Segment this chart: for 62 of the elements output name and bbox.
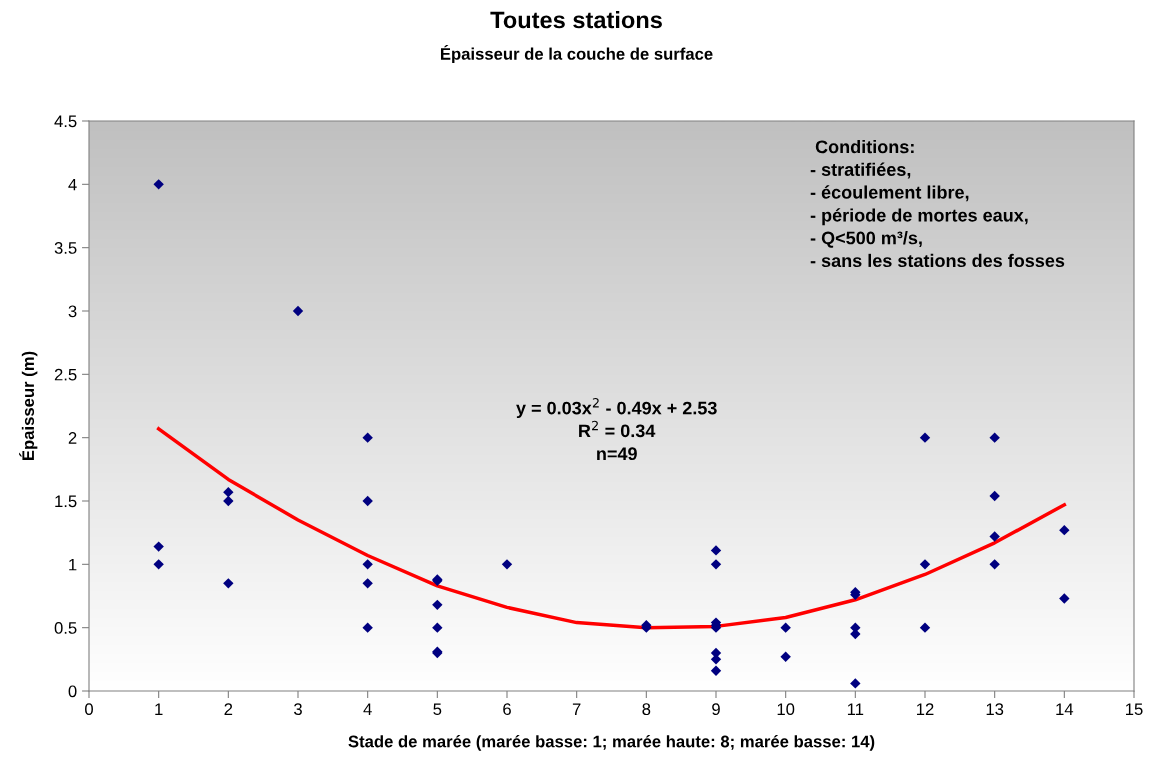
point <box>919 559 931 570</box>
point <box>153 559 164 570</box>
x-tick-label: 8 <box>642 703 651 716</box>
point <box>710 545 722 556</box>
point <box>780 651 791 662</box>
x-tick-label: 2 <box>224 703 233 715</box>
x-tick-label: 6 <box>503 703 511 716</box>
point <box>989 490 1000 502</box>
x-axis-title: Stade de marée (marée basse: 1; marée haute: 8; marée basse: 14) <box>348 735 875 751</box>
annotation: Conditions: - stratifiées, - écoulement libre, - période de mortes eaux, - Q<500 m³/s, - sans les stations des fosses <box>810 140 1065 268</box>
y-tick-label: 4 <box>68 178 77 191</box>
point <box>223 578 234 589</box>
x-tick-label: 10 <box>777 703 795 716</box>
x-tick-label: 7 <box>572 703 581 715</box>
annotation: y = 0.03x$^{2}$ - 0.49x + 2.53 R$^{2}$ = 0.34 n=49 <box>516 398 717 461</box>
x-tick-label: 12 <box>917 703 934 715</box>
y-tick-label: 2.5 <box>54 368 77 381</box>
chart-title: Toutes stations <box>490 11 662 29</box>
point <box>919 432 931 443</box>
x-tick-label: 13 <box>986 703 1004 716</box>
point <box>989 559 1000 570</box>
x-tick-label: 0 <box>85 703 93 716</box>
x-tick-label: 1 <box>155 703 163 715</box>
point <box>153 179 164 190</box>
point <box>223 495 234 507</box>
y-tick-label: 3 <box>68 305 77 318</box>
x-tick-label: 11 <box>847 703 864 715</box>
point <box>362 432 373 443</box>
point <box>362 622 373 633</box>
point <box>1059 593 1070 604</box>
y-axis-title: Épaisseur (m) <box>19 351 38 460</box>
point <box>989 432 1000 443</box>
point <box>432 622 443 633</box>
x-tick-label: 4 <box>363 703 372 715</box>
point <box>501 559 513 570</box>
x-tick-label: 14 <box>1056 703 1074 715</box>
point <box>850 678 861 689</box>
point <box>153 541 164 552</box>
point <box>292 305 304 317</box>
x-tick-label: 5 <box>433 703 442 716</box>
y-tick-label: 3.5 <box>54 242 77 254</box>
point <box>780 622 791 633</box>
point <box>362 559 373 570</box>
y-tick-label: 4.5 <box>54 115 77 128</box>
point <box>710 559 722 570</box>
x-tick-label: 15 <box>1126 703 1143 716</box>
point <box>989 531 1000 542</box>
point <box>1059 524 1070 536</box>
point <box>710 665 722 676</box>
point <box>362 578 373 589</box>
point <box>432 599 443 611</box>
point <box>223 486 234 498</box>
y-tick-label: 0.5 <box>54 622 77 634</box>
y-tick-label: 0 <box>68 685 77 698</box>
chart-subtitle: Épaisseur de la couche de surface <box>440 44 713 64</box>
y-tick-label: 1.5 <box>55 495 77 508</box>
x-tick-label: 9 <box>712 703 720 716</box>
y-tick-label: 2 <box>68 432 77 444</box>
y-tick-label: 1 <box>69 558 77 571</box>
point <box>919 622 931 633</box>
point <box>362 495 373 507</box>
x-tick-label: 3 <box>294 703 302 716</box>
